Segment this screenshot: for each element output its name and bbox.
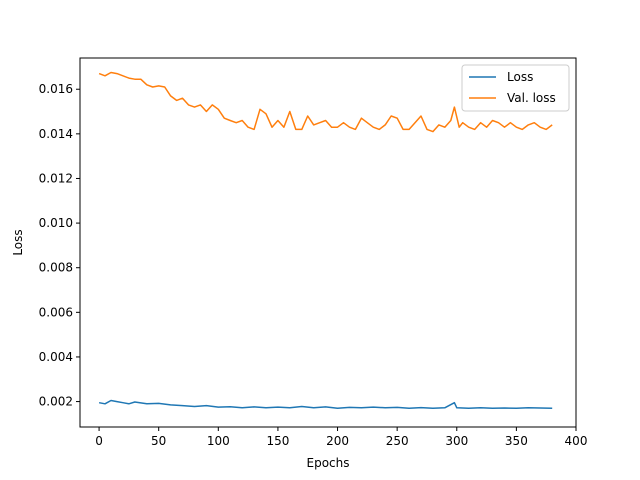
- y-tick-label: 0.006: [39, 305, 73, 319]
- y-tick-label: 0.002: [39, 395, 73, 409]
- y-tick-label: 0.012: [39, 171, 73, 185]
- x-tick-label: 150: [266, 434, 289, 448]
- x-tick-label: 400: [565, 434, 588, 448]
- x-tick-label: 350: [505, 434, 528, 448]
- series-line-val-loss: [98, 71, 553, 133]
- x-tick-label: 100: [207, 434, 230, 448]
- x-axis: 0 50 100 150 200 250 300 350 400: [95, 427, 587, 448]
- y-tick-label: 0.014: [39, 127, 73, 141]
- x-tick-label: 50: [151, 434, 166, 448]
- y-tick-label: 0.008: [39, 261, 73, 275]
- x-tick-label: 250: [386, 434, 409, 448]
- y-tick-label: 0.016: [39, 82, 73, 96]
- x-tick-label: 300: [445, 434, 468, 448]
- legend-label: Loss: [507, 70, 533, 84]
- y-axis-label: Loss: [11, 229, 25, 255]
- y-axis: 0.002 0.004 0.006 0.008 0.010 0.012 0.014 0.016: [39, 82, 80, 409]
- y-tick-label: 0.004: [39, 350, 73, 364]
- plot-frame: [79, 57, 577, 428]
- plot-lines: [98, 71, 553, 410]
- legend-label: Val. loss: [507, 91, 556, 105]
- x-tick-label: 0: [95, 434, 103, 448]
- legend: Loss Val. loss: [461, 64, 570, 112]
- series-line-loss: [98, 399, 553, 410]
- y-tick-label: 0.010: [39, 216, 73, 230]
- x-tick-label: 200: [326, 434, 349, 448]
- x-axis-label: Epochs: [307, 456, 350, 470]
